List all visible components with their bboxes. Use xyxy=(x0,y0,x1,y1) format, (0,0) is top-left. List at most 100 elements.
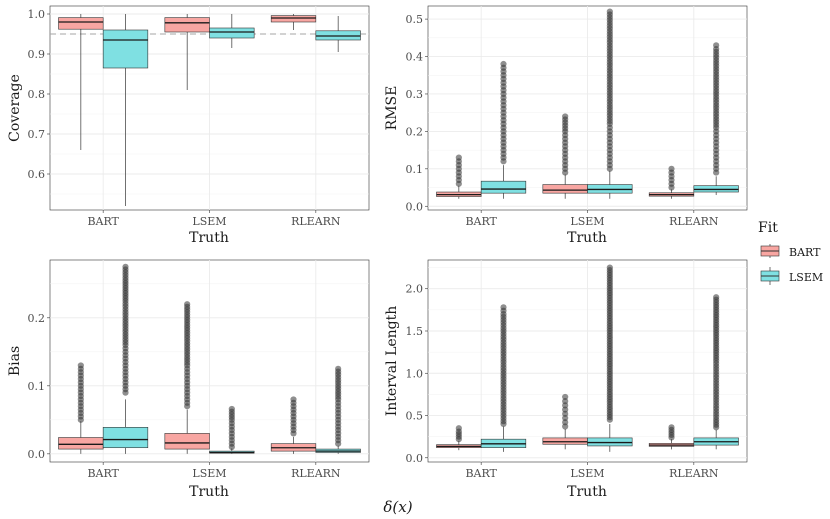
coverage-x-tick-label: LSEM xyxy=(192,215,226,228)
coverage-y-tick-label: 0.6 xyxy=(28,168,46,181)
coverage-y-tick-label: 0.8 xyxy=(28,88,46,101)
coverage-box-lsem-lsem xyxy=(209,14,255,48)
legend-bart-label: BART xyxy=(789,246,821,259)
outlier-point xyxy=(668,424,675,431)
outlier-point xyxy=(122,263,129,270)
box-iqr xyxy=(270,15,317,23)
outlier-point xyxy=(562,113,569,120)
outlier-point xyxy=(713,294,720,301)
outlier-point xyxy=(500,60,507,68)
outlier-point xyxy=(562,393,569,401)
legend-lsem-label: LSEM xyxy=(789,271,823,284)
rmse-y-tick-label: 0.0 xyxy=(406,200,424,213)
bias-panel: 0.0 0.1 0.2 BART LSEM RLEARN Truth Bias xyxy=(7,259,370,500)
interval-length-y-tick-label: 1.0 xyxy=(406,367,424,380)
rmse-box-bart-rlearn xyxy=(648,165,695,199)
interval-length-x-tick-label: LSEM xyxy=(570,467,604,480)
coverage-y-tick-label: 0.9 xyxy=(28,48,46,61)
coverage-box-lsem-bart xyxy=(102,14,149,206)
bias-x-tick-label: RLEARN xyxy=(291,467,341,480)
bias-box-bart-lsem xyxy=(164,301,210,454)
legend-item-bart: BART xyxy=(760,244,821,259)
interval-length-box-bart-rlearn xyxy=(648,424,695,450)
outlier-point xyxy=(228,405,235,413)
rmse-x-tick-label: BART xyxy=(465,215,497,228)
bias-box-bart-bart xyxy=(58,362,104,454)
bias-box-lsem-lsem xyxy=(209,405,255,454)
interval-length-y-tick-label: 0.0 xyxy=(406,452,424,465)
bias-box-lsem-rlearn xyxy=(315,365,361,454)
rmse-y-tick-label: 0.3 xyxy=(406,88,424,101)
outlier-point xyxy=(184,301,191,308)
rmse-x-tick-label: LSEM xyxy=(570,215,604,228)
coverage-y-axis-title: Coverage xyxy=(7,74,23,142)
bias-box-lsem-bart xyxy=(102,263,149,454)
interval-length-x-axis-title: Truth xyxy=(567,484,607,500)
interval-length-box-bart-bart xyxy=(436,425,482,451)
box-iqr xyxy=(164,433,210,450)
rmse-panel: 0.0 0.1 0.2 0.3 0.4 0.5 BART LSEM RLEARN Truth R… xyxy=(384,5,748,246)
interval-length-panel: 0.0 0.5 1.0 1.5 2.0 BART LSEM RLEARN Truth Inte… xyxy=(384,259,748,500)
rmse-box-lsem-lsem xyxy=(587,8,633,199)
interval-length-x-tick-label: BART xyxy=(465,467,497,480)
rmse-y-tick-label: 0.1 xyxy=(406,163,424,176)
box-iqr xyxy=(542,184,588,194)
box-iqr xyxy=(58,437,104,450)
bias-y-axis-title: Bias xyxy=(7,346,23,376)
outlier-point xyxy=(500,304,507,311)
rmse-box-bart-lsem xyxy=(542,113,588,199)
interval-length-box-lsem-lsem xyxy=(587,264,633,452)
interval-length-box-lsem-bart xyxy=(480,304,527,452)
rmse-box-lsem-rlearn xyxy=(693,42,739,196)
interval-length-y-tick-label: 2.0 xyxy=(406,283,424,296)
bias-y-tick-label: 0.2 xyxy=(28,312,46,325)
rmse-y-tick-label: 0.4 xyxy=(406,51,424,64)
box-iqr xyxy=(102,427,149,449)
legend-title: Fit xyxy=(758,220,778,236)
bias-y-tick-label: 0.0 xyxy=(28,448,46,461)
coverage-box-bart-lsem xyxy=(164,14,210,90)
interval-length-x-tick-label: RLEARN xyxy=(669,467,719,480)
interval-length-y-tick-label: 0.5 xyxy=(406,410,424,423)
box-iqr xyxy=(58,17,104,30)
figure-label: δ(x) xyxy=(383,498,412,516)
legend: Fit BART LSEM xyxy=(758,220,823,285)
box-iqr xyxy=(480,180,527,194)
interval-length-box-lsem-rlearn xyxy=(693,294,739,450)
interval-length-box-bart-lsem xyxy=(542,393,588,450)
outlier-point xyxy=(335,365,342,372)
rmse-box-bart-bart xyxy=(436,154,482,199)
outlier-point xyxy=(713,42,720,49)
legend-item-lsem: LSEM xyxy=(760,267,823,285)
bias-x-axis-title: Truth xyxy=(189,484,229,500)
coverage-box-bart-bart xyxy=(58,14,104,150)
coverage-x-tick-label: BART xyxy=(87,215,119,228)
rmse-y-tick-label: 0.5 xyxy=(406,13,424,26)
coverage-box-lsem-rlearn xyxy=(315,16,361,52)
coverage-x-axis-title: Truth xyxy=(189,230,229,246)
outlier-point xyxy=(455,154,462,161)
outlier-point xyxy=(77,362,84,369)
outlier-point xyxy=(455,425,462,432)
rmse-x-tick-label: RLEARN xyxy=(669,215,719,228)
bias-x-tick-label: BART xyxy=(87,467,119,480)
rmse-y-axis-title: RMSE xyxy=(384,86,400,131)
coverage-box-bart-rlearn xyxy=(270,14,317,30)
rmse-y-tick-label: 0.2 xyxy=(406,125,424,138)
coverage-x-tick-label: RLEARN xyxy=(291,215,341,228)
interval-length-y-tick-label: 1.5 xyxy=(406,325,424,338)
box-iqr xyxy=(209,27,255,39)
outlier-point xyxy=(290,396,297,403)
bias-x-tick-label: LSEM xyxy=(192,467,226,480)
coverage-y-tick-label: 1.0 xyxy=(28,8,46,21)
rmse-box-lsem-bart xyxy=(480,60,527,199)
box-iqr xyxy=(164,17,210,33)
bias-y-tick-label: 0.1 xyxy=(28,380,46,393)
bias-box-bart-rlearn xyxy=(270,396,317,454)
rmse-x-axis-title: Truth xyxy=(567,230,607,246)
interval-length-y-axis-title: Interval Length xyxy=(384,306,400,417)
box-iqr xyxy=(102,29,149,69)
outlier-point xyxy=(606,264,613,271)
coverage-y-tick-label: 0.7 xyxy=(28,128,46,141)
